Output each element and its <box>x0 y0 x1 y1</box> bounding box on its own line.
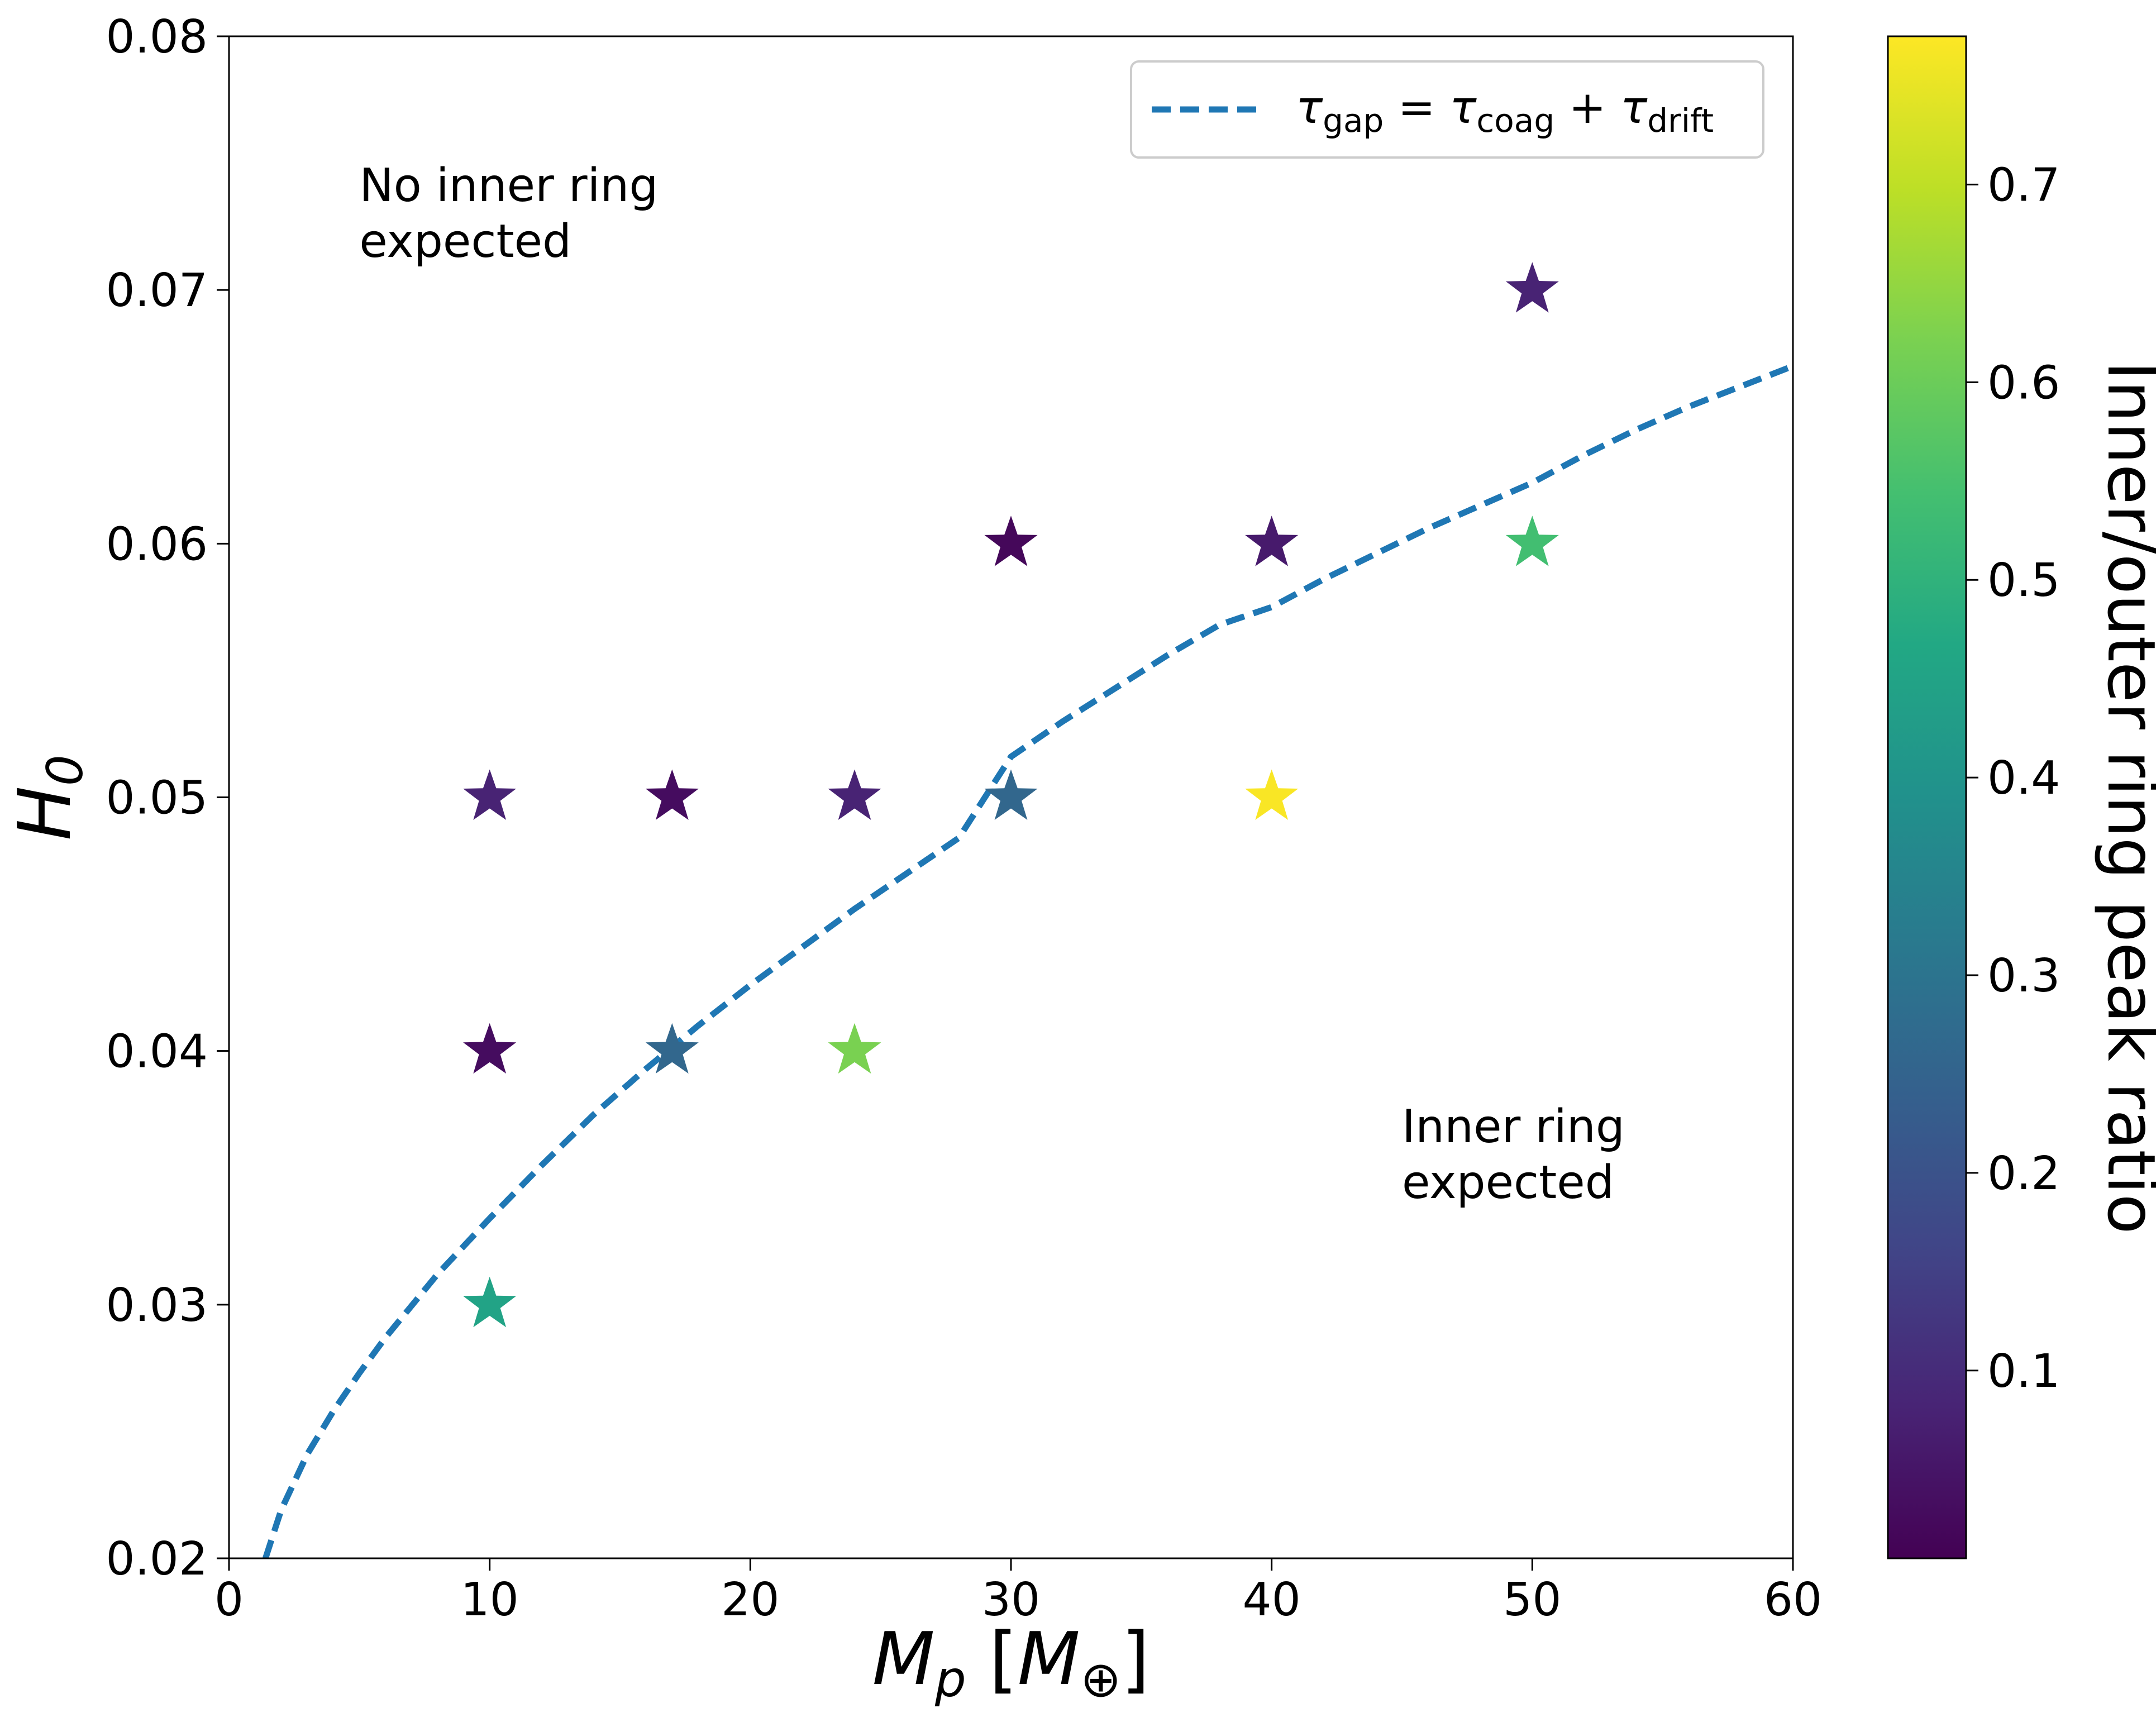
colorbar: 0.1 0.2 0.3 0.4 0.5 0.6 0.7 Inner/outer ring p… <box>1887 35 2156 1559</box>
x-tick-label: 40 <box>1242 1573 1300 1626</box>
colorbar-tick-label: 0.6 <box>1987 356 2060 409</box>
x-axis-label: Mp [M⊕] <box>872 1616 1150 1708</box>
scatter-points <box>463 262 1559 1328</box>
scatter-point-star <box>463 769 517 820</box>
colorbar-tick-label: 0.1 <box>1987 1345 2060 1398</box>
colorbar-ticks: 0.1 0.2 0.3 0.4 0.5 0.6 0.7 <box>1966 159 2060 1398</box>
region-annotation: No inner ring expected <box>359 159 658 268</box>
colorbar-tick-label: 0.5 <box>1987 554 2060 607</box>
scatter-point-star <box>1505 516 1559 566</box>
colorbar-label: Inner/outer ring peak ratio <box>2093 361 2156 1234</box>
scatter-point-star <box>984 769 1038 820</box>
y-tick-label: 0.05 <box>106 772 208 825</box>
scatter-point-star <box>645 769 699 820</box>
plot-marks <box>263 262 1793 1558</box>
y-tick-label: 0.04 <box>106 1025 208 1079</box>
scatter-point-star <box>984 516 1038 566</box>
legend: τgap = τcoag + τdrift <box>1130 60 1764 159</box>
y-axis-label: H0 <box>2 755 94 841</box>
scatter-point-star <box>645 1023 699 1074</box>
region-annotation: Inner ring expected <box>1402 1100 1625 1209</box>
y-tick-label: 0.03 <box>106 1279 208 1332</box>
x-tick-label: 60 <box>1764 1573 1822 1626</box>
x-tick-label: 30 <box>982 1573 1040 1626</box>
colorbar-frame <box>1887 35 1967 1559</box>
x-axis-ticks: 0 10 20 30 40 50 60 <box>214 1558 1822 1626</box>
y-tick-label: 0.07 <box>106 264 208 317</box>
y-tick-label: 0.08 <box>106 11 208 64</box>
colorbar-tick-label: 0.3 <box>1987 950 2060 1003</box>
y-tick-label: 0.02 <box>106 1533 208 1586</box>
model-curve-line <box>263 363 1793 1558</box>
scatter-point-star <box>1505 262 1559 313</box>
scatter-point-star <box>828 1023 881 1074</box>
x-tick-label: 0 <box>214 1573 244 1626</box>
scatter-point-star <box>463 1023 517 1074</box>
legend-box <box>1130 60 1764 159</box>
colorbar-tick-label: 0.7 <box>1987 159 2060 212</box>
y-tick-label: 0.06 <box>106 518 208 571</box>
y-axis-ticks: 0.02 0.03 0.04 0.05 0.06 0.07 0.08 <box>106 11 229 1586</box>
x-tick-label: 50 <box>1503 1573 1561 1626</box>
annotations: No inner ring expected Inner ring expected <box>359 159 1625 1209</box>
scatter-point-star <box>1245 769 1299 820</box>
x-tick-label: 10 <box>460 1573 518 1626</box>
x-tick-label: 20 <box>721 1573 779 1626</box>
colorbar-tick-label: 0.4 <box>1987 752 2060 805</box>
scatter-point-star <box>1245 516 1299 566</box>
scatter-point-star <box>463 1276 517 1328</box>
scatter-point-star <box>828 769 881 820</box>
legend-label: τgap = τcoag + τdrift <box>1296 82 1714 140</box>
colorbar-tick-label: 0.2 <box>1987 1147 2060 1200</box>
colorbar-gradient <box>1888 36 1966 1558</box>
